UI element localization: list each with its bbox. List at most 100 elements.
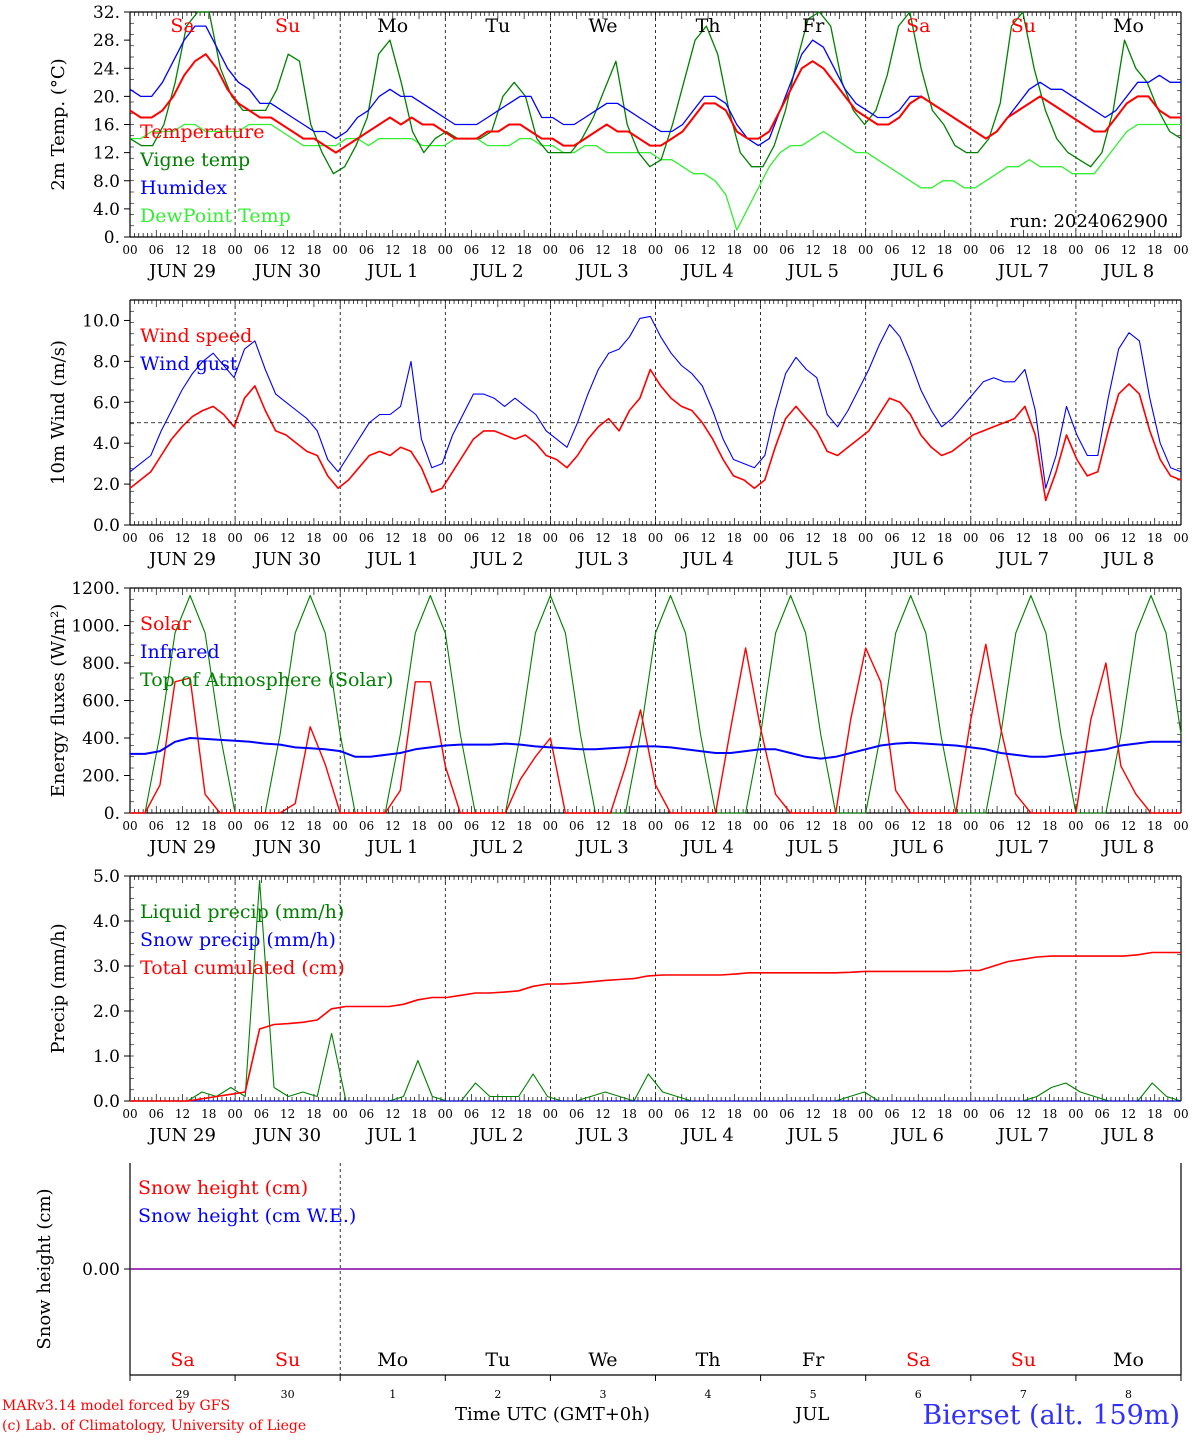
series-line bbox=[130, 643, 1181, 814]
station-label: Bierset (alt. 159m) bbox=[922, 1400, 1180, 1431]
x-tick-label: 00 bbox=[1068, 243, 1083, 257]
time-axis-label: Time UTC (GMT+0h) bbox=[455, 1404, 650, 1425]
x-tick-label: 12 bbox=[280, 243, 295, 257]
date-label: JUL 3 bbox=[575, 549, 629, 570]
legend-entry: Solar bbox=[140, 613, 192, 635]
date-label: JUL 3 bbox=[575, 837, 629, 858]
y-tick-label: 200. bbox=[82, 767, 120, 787]
x-tick-label: 00 bbox=[858, 1107, 873, 1121]
x-tick-label: 06 bbox=[989, 531, 1004, 545]
date-label: JUN 30 bbox=[252, 1125, 321, 1146]
date-label: JUL 7 bbox=[996, 1125, 1050, 1146]
x-tick-label: 18 bbox=[727, 1107, 742, 1121]
x-tick-label: 12 bbox=[806, 243, 821, 257]
x-tick-label: 06 bbox=[464, 819, 479, 833]
date-label: JUL 7 bbox=[996, 549, 1050, 570]
x-tick-label: 12 bbox=[175, 1107, 190, 1121]
x-tick-label: 12 bbox=[490, 531, 505, 545]
date-label: JUL 8 bbox=[1101, 837, 1155, 858]
x-tick-label: 12 bbox=[1121, 243, 1136, 257]
x-tick-label: 00 bbox=[438, 819, 453, 833]
series-line bbox=[130, 123, 1181, 231]
x-tick-label: 12 bbox=[280, 531, 295, 545]
date-label: JUN 30 bbox=[252, 837, 321, 858]
y-tick-label: 8.0 bbox=[93, 172, 120, 192]
series-line bbox=[129, 315, 1182, 489]
legend-entry: Wind speed bbox=[140, 325, 252, 347]
x-tick-label: 18 bbox=[516, 1107, 531, 1121]
date-label: JUL 3 bbox=[575, 261, 629, 282]
y-tick-label: 12. bbox=[93, 144, 120, 164]
series-line bbox=[129, 368, 1182, 502]
day-number-label: 1 bbox=[389, 1388, 396, 1401]
x-tick-label: 12 bbox=[700, 819, 715, 833]
x-tick-label: 00 bbox=[333, 819, 348, 833]
x-tick-label: 00 bbox=[333, 243, 348, 257]
legend-entry: Snow precip (mm/h) bbox=[140, 929, 336, 951]
x-tick-label: 12 bbox=[1016, 243, 1031, 257]
date-label: JUN 29 bbox=[147, 1125, 216, 1146]
x-tick-label: 00 bbox=[1173, 243, 1188, 257]
x-tick-label: 18 bbox=[937, 1107, 952, 1121]
x-tick-label: 00 bbox=[963, 819, 978, 833]
weekday-label: Mo bbox=[1113, 15, 1144, 37]
x-tick-label: 06 bbox=[1095, 531, 1110, 545]
date-label: JUN 29 bbox=[147, 837, 216, 858]
x-tick-label: 00 bbox=[333, 531, 348, 545]
date-label: JUL 7 bbox=[996, 837, 1050, 858]
x-tick-label: 12 bbox=[806, 819, 821, 833]
weekday-label: We bbox=[588, 1349, 617, 1371]
date-label: JUL 2 bbox=[470, 837, 524, 858]
weekday-label: We bbox=[588, 15, 617, 37]
y-tick-label: 24. bbox=[93, 59, 120, 79]
date-label: JUL 4 bbox=[680, 837, 734, 858]
date-label: JUL 1 bbox=[365, 261, 419, 282]
y-tick-label: 3.0 bbox=[93, 957, 120, 977]
x-tick-label: 06 bbox=[884, 243, 899, 257]
y-tick-label: 2.0 bbox=[93, 475, 120, 495]
x-tick-label: 06 bbox=[149, 1107, 164, 1121]
y-tick-label: 4.0 bbox=[93, 912, 120, 932]
y-tick-label: 0. bbox=[104, 228, 120, 248]
x-tick-label: 12 bbox=[385, 819, 400, 833]
x-tick-label: 00 bbox=[122, 819, 137, 833]
x-tick-label: 18 bbox=[516, 531, 531, 545]
x-tick-label: 12 bbox=[175, 243, 190, 257]
x-tick-label: 18 bbox=[516, 243, 531, 257]
y-tick-label: 4.0 bbox=[93, 434, 120, 454]
legend-entry: Total cumulated (cm) bbox=[140, 957, 345, 979]
date-label: JUL 5 bbox=[785, 261, 839, 282]
date-label: JUL 6 bbox=[890, 261, 944, 282]
date-label: JUL 8 bbox=[1101, 1125, 1155, 1146]
weekday-label: Su bbox=[275, 1349, 300, 1371]
y-tick-label: 1200. bbox=[71, 579, 120, 599]
weekday-label: Sa bbox=[906, 15, 930, 37]
weekday-label: Sa bbox=[906, 1349, 930, 1371]
x-tick-label: 18 bbox=[201, 531, 216, 545]
x-tick-label: 00 bbox=[648, 819, 663, 833]
x-tick-label: 00 bbox=[858, 243, 873, 257]
weekday-label: Su bbox=[275, 15, 300, 37]
series-line bbox=[129, 11, 1182, 175]
y-tick-label: 0.0 bbox=[93, 1092, 120, 1112]
x-tick-label: 18 bbox=[622, 243, 637, 257]
series-line bbox=[130, 951, 1181, 1102]
x-tick-label: 00 bbox=[648, 531, 663, 545]
x-tick-label: 18 bbox=[1042, 819, 1057, 833]
x-tick-label: 06 bbox=[989, 243, 1004, 257]
x-tick-label: 12 bbox=[806, 1107, 821, 1121]
y-tick-label: 2.0 bbox=[93, 1002, 120, 1022]
x-tick-label: 00 bbox=[438, 531, 453, 545]
x-tick-label: 12 bbox=[806, 531, 821, 545]
x-tick-label: 18 bbox=[1147, 243, 1162, 257]
x-tick-label: 06 bbox=[569, 243, 584, 257]
x-tick-label: 00 bbox=[1173, 819, 1188, 833]
legend-entry: Vigne temp bbox=[139, 149, 250, 171]
y-axis-title: Precip (mm/h) bbox=[48, 923, 69, 1053]
x-tick-label: 00 bbox=[122, 1107, 137, 1121]
x-tick-label: 06 bbox=[1095, 243, 1110, 257]
y-tick-label: 20. bbox=[93, 87, 120, 107]
x-tick-label: 18 bbox=[516, 819, 531, 833]
x-tick-label: 12 bbox=[385, 243, 400, 257]
x-tick-label: 18 bbox=[832, 819, 847, 833]
